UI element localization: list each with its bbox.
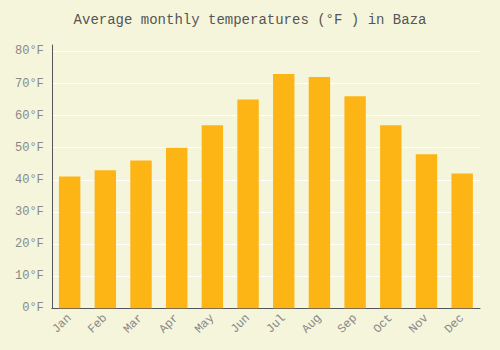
svg-text:70°F: 70°F — [15, 77, 44, 91]
svg-text:50°F: 50°F — [15, 141, 44, 155]
svg-text:Nov: Nov — [406, 311, 431, 336]
svg-text:Feb: Feb — [85, 311, 110, 336]
svg-text:60°F: 60°F — [15, 109, 44, 123]
svg-text:0°F: 0°F — [22, 301, 44, 315]
svg-text:Average monthly temperatures (: Average monthly temperatures (°F ) in Ba… — [74, 12, 427, 28]
svg-text:Jul: Jul — [264, 311, 289, 336]
svg-text:80°F: 80°F — [15, 44, 44, 58]
svg-text:Jan: Jan — [49, 311, 74, 336]
svg-text:20°F: 20°F — [15, 237, 44, 251]
svg-text:Apr: Apr — [156, 311, 181, 336]
svg-text:40°F: 40°F — [15, 173, 44, 187]
svg-text:Aug: Aug — [299, 311, 324, 336]
svg-text:Sep: Sep — [335, 311, 360, 336]
svg-text:Dec: Dec — [442, 311, 467, 336]
svg-text:10°F: 10°F — [15, 269, 44, 283]
svg-text:Mar: Mar — [121, 311, 146, 336]
svg-text:Jun: Jun — [228, 311, 253, 336]
svg-text:May: May — [192, 311, 217, 336]
svg-text:30°F: 30°F — [15, 205, 44, 219]
svg-text:Oct: Oct — [371, 311, 396, 336]
